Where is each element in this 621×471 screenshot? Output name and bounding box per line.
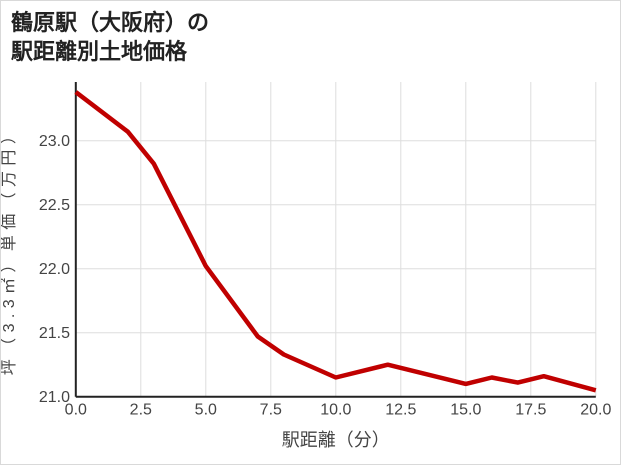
svg-text:7.5: 7.5: [260, 402, 282, 419]
svg-text:22.0: 22.0: [39, 261, 70, 278]
svg-text:12.5: 12.5: [385, 402, 416, 419]
svg-text:駅距離（分）: 駅距離（分）: [282, 430, 390, 450]
svg-text:10.0: 10.0: [320, 402, 351, 419]
svg-text:23.0: 23.0: [39, 133, 70, 150]
svg-text:0.0: 0.0: [65, 402, 87, 419]
svg-text:15.0: 15.0: [450, 402, 481, 419]
svg-text:坪（3.3㎡）単価（万円）: 坪（3.3㎡）単価（万円）: [1, 123, 18, 375]
svg-text:22.5: 22.5: [39, 197, 70, 214]
svg-text:5.0: 5.0: [195, 402, 217, 419]
svg-text:2.5: 2.5: [130, 402, 152, 419]
svg-text:21.5: 21.5: [39, 325, 70, 342]
svg-text:17.5: 17.5: [515, 402, 546, 419]
svg-text:20.0: 20.0: [580, 402, 611, 419]
